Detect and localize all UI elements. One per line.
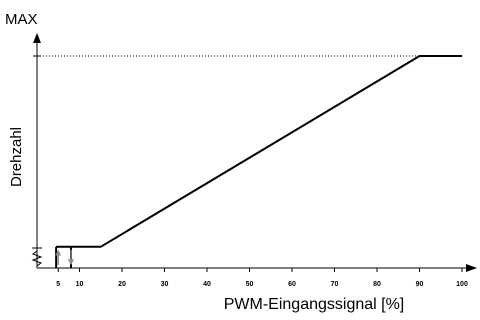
x-axis-title: PWM-Eingangssignal [%] — [224, 296, 405, 313]
x-tick-label: 70 — [331, 281, 339, 288]
y-axis-arrow-icon — [33, 33, 41, 43]
x-axis-ticks: 5 10 20 30 40 50 60 70 80 90 100 — [56, 268, 468, 288]
x-tick-label: 30 — [161, 281, 169, 288]
x-tick-label: 10 — [76, 281, 84, 288]
hysteresis-box — [55, 246, 74, 268]
series-line — [56, 55, 462, 248]
x-tick-label: 5 — [56, 281, 60, 288]
y-axis-break-icon — [31, 250, 43, 267]
x-tick-label: 80 — [373, 281, 381, 288]
x-tick-label: 40 — [203, 281, 211, 288]
y-max-label: MAX — [5, 11, 38, 28]
axes — [31, 33, 477, 272]
x-tick-label: 100 — [456, 281, 468, 288]
x-tick-label: 50 — [246, 281, 254, 288]
y-axis-title: Drehzahl — [8, 127, 25, 187]
x-tick-label: 60 — [288, 281, 296, 288]
x-tick-label: 90 — [416, 281, 424, 288]
x-tick-label: 20 — [118, 281, 126, 288]
x-axis-arrow-icon — [466, 264, 477, 272]
series-lines — [56, 55, 462, 248]
